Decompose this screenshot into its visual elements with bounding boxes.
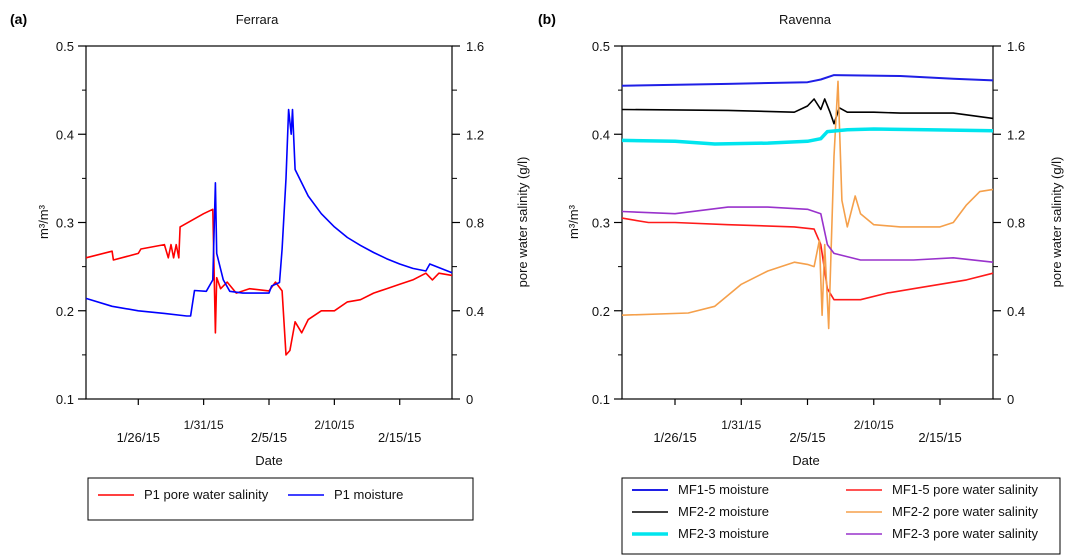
left-y-tick-label: 0.4 bbox=[56, 127, 74, 142]
panel-a-xlabel: Date bbox=[255, 453, 282, 468]
right-y-tick-label: 1.6 bbox=[466, 39, 484, 54]
panel-a-y2label: pore water salinity (g/l) bbox=[515, 157, 530, 288]
right-y-tick-label: 1.2 bbox=[466, 127, 484, 142]
panel-b-legend-entries: MF1-5 moisture MF1-5 pore water salinity M… bbox=[632, 482, 1038, 541]
legend-label-mf2-3-pore-water-salinity: MF2-3 pore water salinity bbox=[892, 526, 1038, 541]
panel-a-ylabel: m³/m³ bbox=[36, 204, 51, 239]
x-tick-label: 2/10/15 bbox=[314, 418, 354, 432]
legend-label-p1-moisture: P1 moisture bbox=[334, 487, 403, 502]
series-line-mf2-2-moisture bbox=[621, 98, 994, 125]
panel-b-ylabel: m³/m³ bbox=[566, 204, 581, 239]
panel-b-legend-box bbox=[621, 477, 1061, 555]
left-y-tick-label: 0.1 bbox=[592, 392, 610, 407]
right-y-tick-label: 1.2 bbox=[1007, 127, 1025, 142]
panel-a-legend-box bbox=[87, 477, 474, 521]
right-y-tick-label: 0.4 bbox=[1007, 304, 1025, 319]
panel-a-plot bbox=[85, 108, 453, 356]
panel-a-title: Ferrara bbox=[236, 12, 279, 27]
right-y-tick-label: 1.6 bbox=[1007, 39, 1025, 54]
panel-a: (a) Ferrara 0.1 0.2 0.3 0.4 0.5 0 0.4 0.8 1.2 1.6… bbox=[10, 11, 530, 521]
legend-label-mf2-3-moisture: MF2-3 moisture bbox=[678, 526, 769, 541]
left-y-tick-label: 0.3 bbox=[592, 216, 610, 231]
series-line-p1-pore-water-salinity bbox=[85, 208, 453, 356]
x-tick-label: 1/26/15 bbox=[117, 430, 160, 445]
panel-b-title: Ravenna bbox=[779, 12, 832, 27]
series-line-p1-moisture bbox=[85, 108, 453, 317]
legend-label-mf1-5-moisture: MF1-5 moisture bbox=[678, 482, 769, 497]
x-tick-label: 1/31/15 bbox=[184, 418, 224, 432]
left-y-tick-label: 0.5 bbox=[592, 39, 610, 54]
right-y-tick-label: 0.8 bbox=[466, 216, 484, 231]
right-y-tick-label: 0.4 bbox=[466, 304, 484, 319]
panel-b: (b) Ravenna 0.1 0.2 0.3 0.4 0.5 0 0.4 0.8 1.2 1.6… bbox=[538, 11, 1064, 555]
series-line-mf1-5-moisture bbox=[621, 74, 994, 87]
legend-label-mf1-5-pore-water-salinity: MF1-5 pore water salinity bbox=[892, 482, 1038, 497]
left-y-tick-label: 0.4 bbox=[592, 127, 610, 142]
legend-label-mf2-2-moisture: MF2-2 moisture bbox=[678, 504, 769, 519]
x-tick-label: 2/15/15 bbox=[918, 430, 961, 445]
panel-a-axes: 0.1 0.2 0.3 0.4 0.5 0 0.4 0.8 1.2 1.6 1/26/15 1/31/… bbox=[56, 39, 484, 445]
right-y-tick-label: 0.8 bbox=[1007, 216, 1025, 231]
x-tick-label: 1/26/15 bbox=[653, 430, 696, 445]
x-tick-label: 2/5/15 bbox=[251, 430, 287, 445]
series-line-mf2-3-moisture bbox=[621, 127, 994, 146]
panel-a-legend-entries: P1 pore water salinity P1 moisture bbox=[98, 487, 403, 502]
left-y-tick-label: 0.2 bbox=[56, 304, 74, 319]
left-y-tick-label: 0.3 bbox=[56, 216, 74, 231]
right-y-tick-label: 0 bbox=[466, 392, 473, 407]
right-y-tick-label: 0 bbox=[1007, 392, 1014, 407]
x-tick-label: 2/15/15 bbox=[378, 430, 421, 445]
panel-b-letter: (b) bbox=[538, 11, 556, 27]
left-y-tick-label: 0.1 bbox=[56, 392, 74, 407]
panel-b-plot bbox=[621, 74, 994, 330]
series-line-mf2-3-pore-water-salinity bbox=[621, 206, 994, 263]
left-y-tick-label: 0.5 bbox=[56, 39, 74, 54]
x-tick-label: 2/10/15 bbox=[854, 418, 894, 432]
panel-a-legend: P1 pore water salinity P1 moisture bbox=[87, 477, 474, 521]
legend-label-p1-pore-water-salinity: P1 pore water salinity bbox=[144, 487, 269, 502]
panel-b-y2label: pore water salinity (g/l) bbox=[1049, 157, 1064, 288]
series-line-mf2-2-pore-water-salinity bbox=[621, 80, 994, 330]
left-y-tick-label: 0.2 bbox=[592, 304, 610, 319]
panel-b-xlabel: Date bbox=[792, 453, 819, 468]
panel-a-letter: (a) bbox=[10, 11, 27, 27]
x-tick-label: 1/31/15 bbox=[721, 418, 761, 432]
panel-b-legend: MF1-5 moisture MF1-5 pore water salinity M… bbox=[621, 477, 1061, 555]
x-tick-label: 2/5/15 bbox=[789, 430, 825, 445]
legend-label-mf2-2-pore-water-salinity: MF2-2 pore water salinity bbox=[892, 504, 1038, 519]
panel-b-axes: 0.1 0.2 0.3 0.4 0.5 0 0.4 0.8 1.2 1.6 1/26/15 1/31/… bbox=[592, 39, 1025, 445]
panel-a-frame bbox=[85, 45, 453, 400]
